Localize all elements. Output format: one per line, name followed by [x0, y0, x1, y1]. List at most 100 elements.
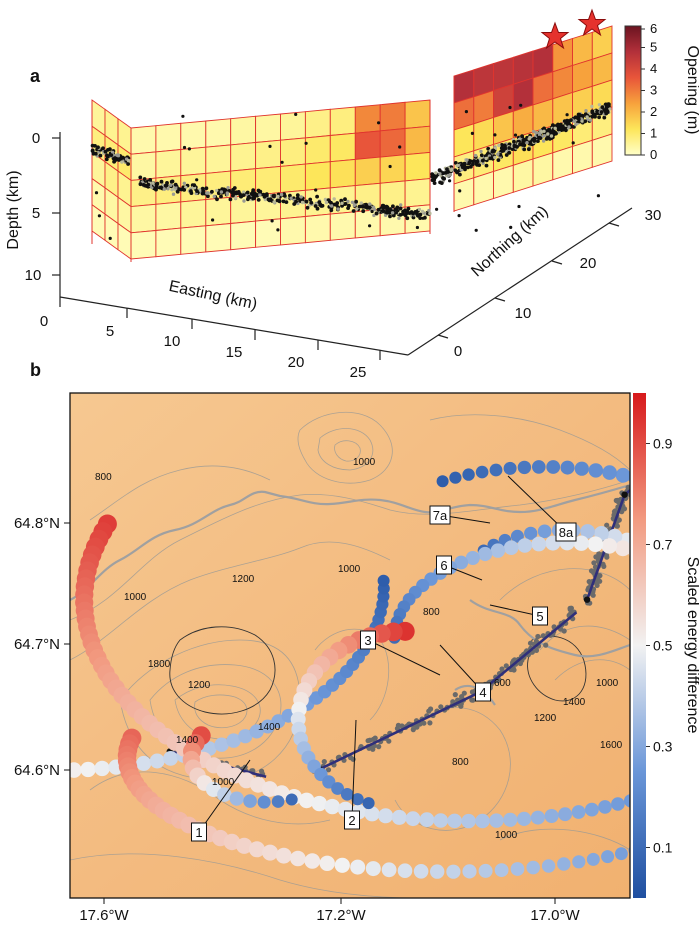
- earthquake-dot: [584, 109, 588, 113]
- earthquake-dot: [304, 141, 308, 145]
- earthquake-dot: [372, 213, 376, 218]
- earthquake-dot: [118, 157, 123, 162]
- energy-circle: [94, 760, 110, 777]
- earthquake-dot: [175, 189, 180, 194]
- y-tick-64.8N: 64.8°N: [14, 515, 60, 532]
- energy-circle: [588, 463, 603, 478]
- earthquake-dot: [669, 458, 674, 463]
- depth-tick-10: 10: [25, 267, 42, 284]
- earthquake-dot: [357, 204, 362, 209]
- earthquake-dot: [93, 151, 98, 156]
- earthquake-dot: [215, 197, 219, 202]
- x-tick-17.2W: 17.2°W: [316, 907, 366, 924]
- dike-endpoint: [583, 596, 591, 603]
- earthquake-dot: [553, 126, 557, 130]
- earthquake-dot: [528, 135, 532, 140]
- earthquake-dot: [687, 435, 692, 440]
- earthquake-dot: [434, 171, 438, 175]
- energy-circle: [649, 787, 662, 800]
- opening-cell: [404, 151, 431, 182]
- map-content: [70, 411, 699, 898]
- opening-cell: [532, 152, 554, 187]
- earthquake-dot: [368, 202, 372, 206]
- easting-tick-25: 25: [350, 364, 367, 381]
- energy-circle: [80, 761, 96, 778]
- energy-circle: [544, 809, 559, 823]
- earthquake-dot: [236, 190, 241, 194]
- dike-line: [479, 611, 578, 694]
- earthquake-dot: [391, 204, 395, 209]
- energy-circle: [238, 729, 253, 744]
- eruption-star: [540, 21, 570, 50]
- earthquake-dot: [258, 189, 263, 194]
- eruption-stars: [540, 8, 607, 50]
- earthquake-dot: [454, 169, 459, 174]
- earthquake-dot: [276, 194, 280, 199]
- energy-circle: [462, 864, 477, 879]
- opening-colorbar-tick-label: 2: [650, 104, 657, 119]
- earthquake-dot: [446, 173, 451, 178]
- dike-endpoint: [621, 491, 628, 498]
- earthquake-dot: [585, 115, 589, 119]
- energy-circle: [257, 795, 271, 809]
- earthquake-dot: [417, 207, 422, 212]
- energy-circle: [262, 844, 279, 861]
- energy-circle: [677, 829, 689, 841]
- opening-colorbar-tick-label: 6: [650, 21, 657, 36]
- earthquake-dot: [215, 188, 219, 193]
- earthquake-dot: [321, 759, 327, 765]
- contour-label: 800: [452, 757, 469, 768]
- earthquake-dot: [272, 194, 276, 199]
- energy-circle: [405, 811, 421, 827]
- earthquake-dot: [507, 146, 512, 150]
- earthquake-dot: [497, 143, 501, 148]
- opening-colorbar-tick-label: 0: [650, 147, 657, 162]
- energy-circle: [541, 859, 556, 873]
- earthquake-dot: [294, 199, 298, 204]
- earthquake-dot: [645, 476, 650, 481]
- earthquake-dot: [693, 435, 698, 440]
- opening-cell: [329, 132, 356, 163]
- earthquake-dot: [583, 119, 588, 124]
- earthquake-dot: [251, 188, 256, 193]
- energy-circle: [517, 811, 532, 827]
- earthquake-dot: [388, 164, 392, 169]
- energy-circle: [574, 461, 589, 476]
- energy-circle: [248, 841, 265, 858]
- earthquake-dot: [508, 105, 512, 110]
- earthquake-dot: [315, 206, 320, 211]
- earthquake-dot: [372, 735, 378, 741]
- opening-cell: [130, 203, 157, 234]
- earthquake-dot: [474, 228, 478, 232]
- opening-cell: [354, 130, 381, 160]
- earthquake-dot: [653, 460, 658, 465]
- earthquake-dot: [355, 207, 359, 211]
- earthquake-dot: [206, 191, 210, 195]
- panel-a-axes: [52, 132, 633, 360]
- opening-cell: [304, 108, 331, 139]
- earthquake-dot: [268, 144, 272, 148]
- earthquake-dot: [556, 127, 561, 132]
- earthquake-dot: [226, 186, 230, 190]
- energy-circle: [664, 577, 682, 595]
- earthquake-dot: [411, 215, 416, 220]
- earthquake-dot: [174, 185, 178, 190]
- earthquake-dot: [192, 183, 197, 188]
- panel-a-letter: a: [30, 66, 41, 86]
- energy-circle: [490, 543, 506, 558]
- earthquake-dot: [352, 202, 357, 207]
- earthquake-dot: [574, 122, 578, 127]
- energy-circle: [537, 524, 552, 539]
- earthquake-dot: [694, 434, 699, 439]
- earthquake-dot: [569, 118, 573, 122]
- earthquake-dot: [614, 523, 620, 529]
- x-tick-17.6W: 17.6°W: [79, 907, 129, 924]
- earthquake-dot: [336, 207, 340, 211]
- energy-circle: [475, 465, 489, 479]
- earthquake-dot: [469, 164, 473, 169]
- earthquake-dot: [479, 149, 483, 154]
- energy-circle: [465, 551, 480, 565]
- earthquake-dot: [466, 165, 470, 170]
- earthquake-dot: [564, 128, 568, 133]
- opening-cell: [379, 128, 406, 158]
